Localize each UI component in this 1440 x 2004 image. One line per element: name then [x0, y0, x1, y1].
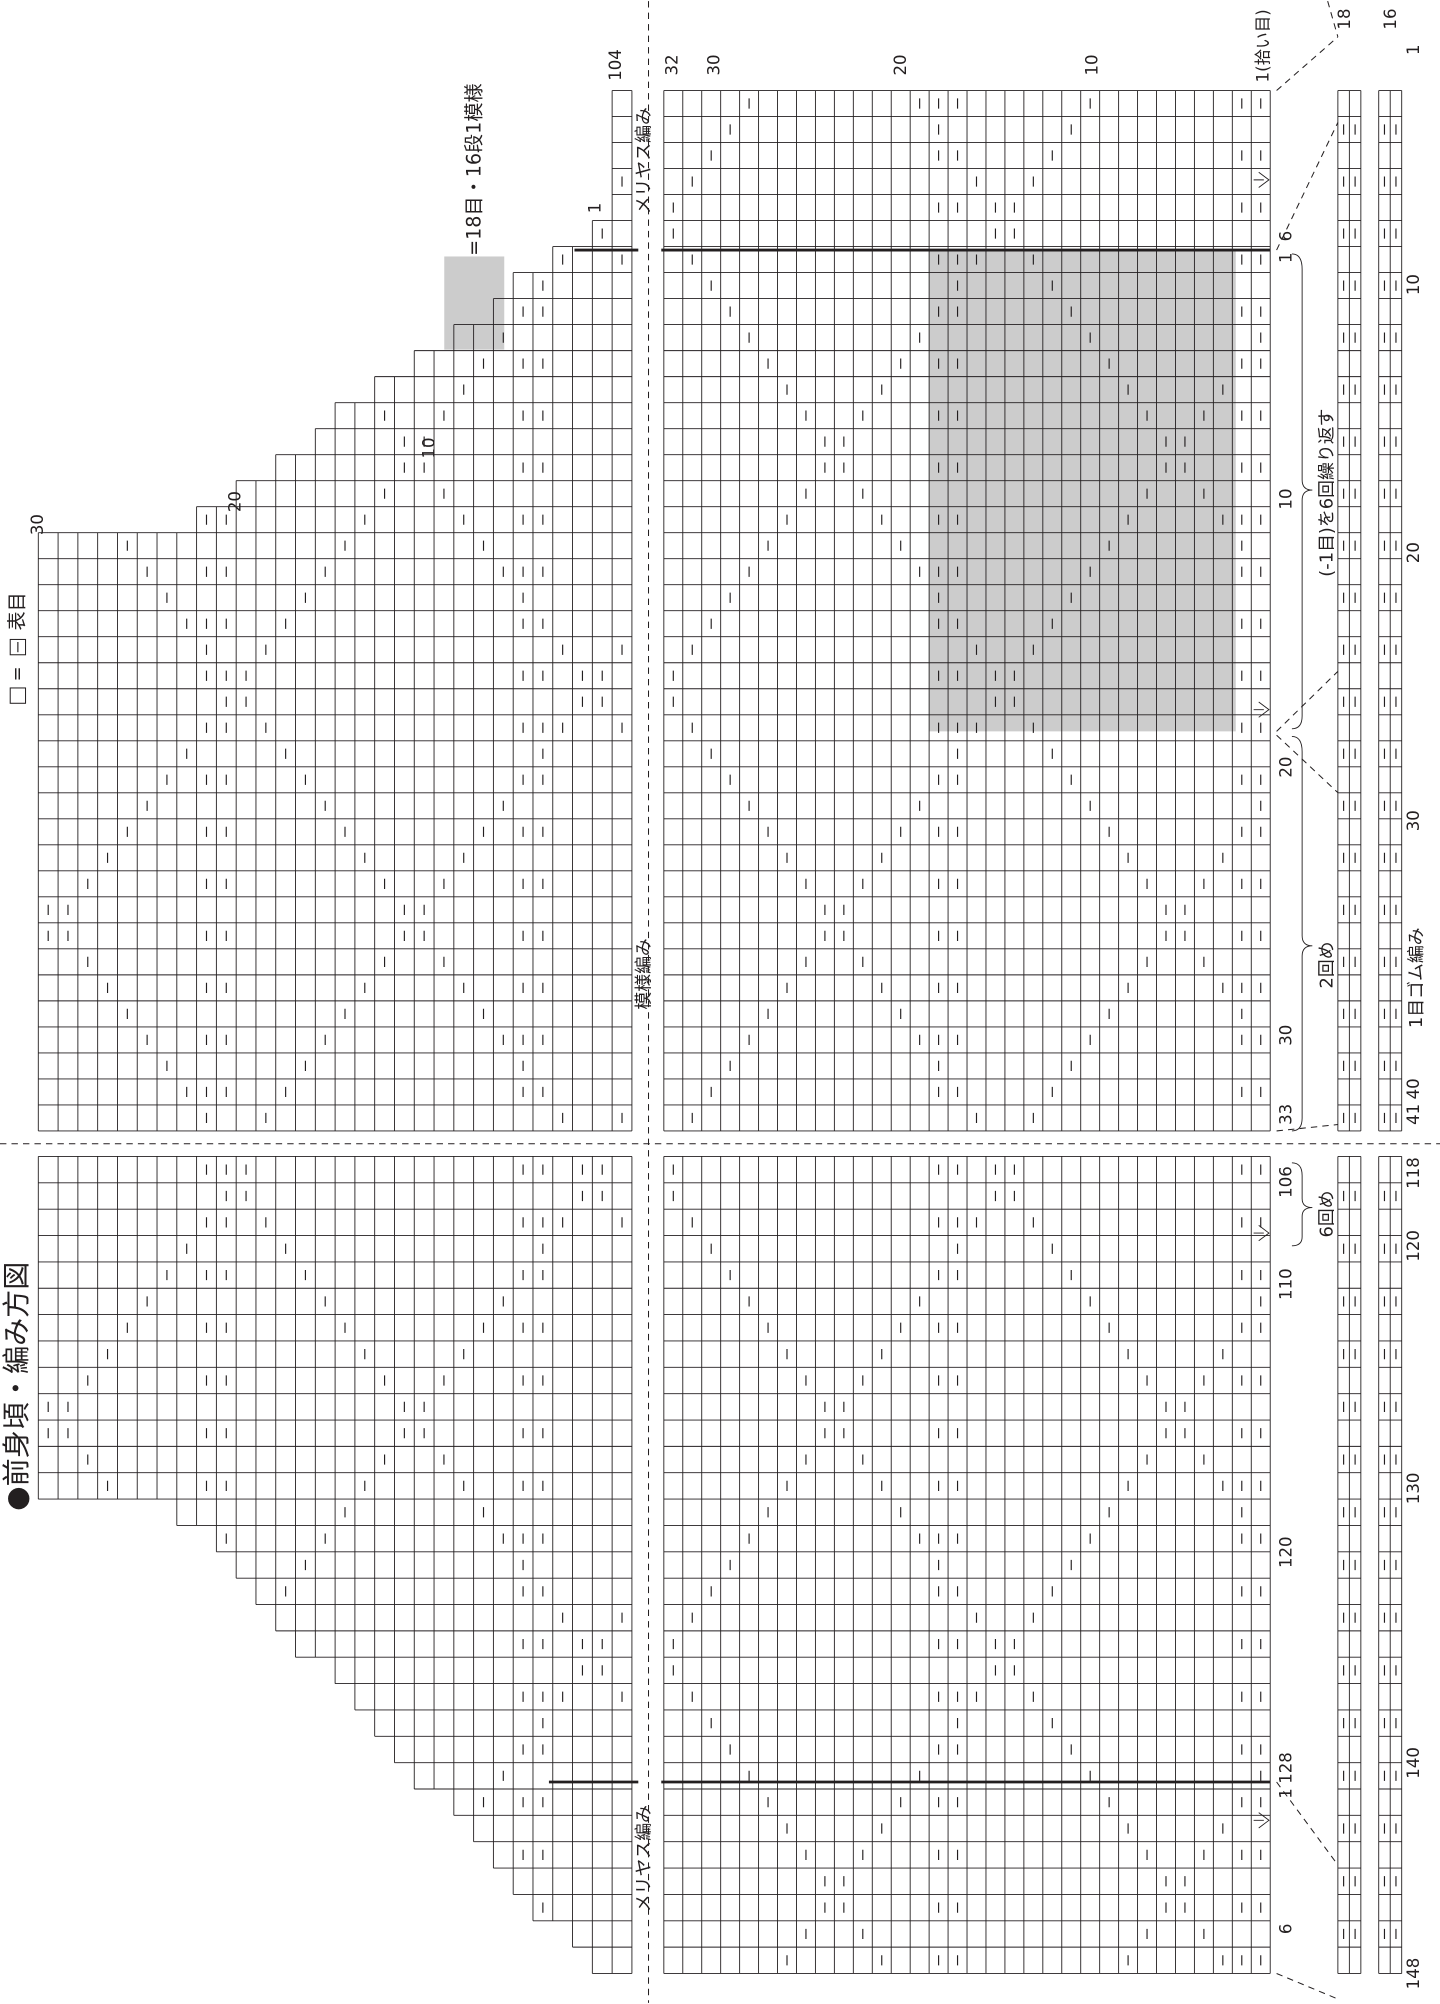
stitch-number: 106 — [1276, 1166, 1295, 1198]
stitch-number: 148 — [1404, 1958, 1423, 1990]
section-label: メリヤス編み — [634, 107, 655, 214]
stitch-number: 20 — [1404, 542, 1423, 563]
legend-swatch — [444, 256, 505, 350]
stitch-number: 6 — [1276, 1924, 1295, 1935]
title: ●前身頃・編み方図 — [0, 1262, 33, 1511]
row-number: 16 — [1381, 8, 1400, 29]
row-number: 10 — [1082, 54, 1101, 75]
section-label: メリヤス編み — [634, 1805, 655, 1912]
repeat-note: (-1目)を6回繰り返す — [1317, 409, 1338, 577]
stitch-number: 10 — [1404, 274, 1423, 295]
stitch-number: 10 — [1276, 488, 1295, 509]
legend-knit: 表目 — [5, 592, 28, 630]
decrease-symbols — [1253, 171, 1270, 1829]
stitch-number: 30 — [1404, 810, 1423, 831]
stitch-number: 120 — [1276, 1536, 1295, 1568]
row-number: 20 — [226, 491, 245, 512]
grid — [37, 90, 1403, 1974]
stitch-number: 118 — [1404, 1157, 1423, 1189]
repeat-note: 6回め — [1317, 1190, 1338, 1237]
row-number: 10 — [420, 437, 439, 458]
row-number: 18 — [1335, 8, 1354, 29]
section-lines — [548, 248, 1271, 1784]
row-number: 30 — [704, 54, 723, 75]
row-number: 20 — [891, 54, 910, 75]
repeat-braces — [1291, 253, 1313, 1247]
pattern-repeat-shade — [929, 250, 1236, 732]
row-number: 1 — [586, 203, 605, 214]
pickup-label: 1(拾い目) — [1253, 9, 1272, 82]
row-number: 30 — [28, 514, 47, 535]
stitch-number: 33 — [1276, 1104, 1295, 1125]
row-number: 104 — [606, 49, 625, 81]
purl-marks — [47, 98, 1397, 1966]
stitch-number: 120 — [1404, 1230, 1423, 1262]
stitch-number: 128 — [1276, 1752, 1295, 1784]
row-number: 32 — [662, 54, 681, 75]
stitch-number: 130 — [1404, 1473, 1423, 1505]
section-label: 模様編み — [634, 938, 655, 1009]
stitch-number: 1 — [1276, 252, 1295, 263]
stitch-number: 110 — [1276, 1268, 1295, 1300]
legend-equals: = — [7, 666, 28, 681]
repeat-note: 2回め — [1317, 941, 1338, 988]
section-label: 1目ゴム編み — [1406, 927, 1427, 1028]
stitch-number: 1 — [1276, 1788, 1295, 1799]
stitch-number: 41 — [1404, 1104, 1423, 1125]
legend-repeat: =18目・16段1模様 — [462, 83, 485, 256]
legend-box — [9, 687, 27, 704]
stitch-number: 140 — [1404, 1747, 1423, 1779]
stitch-number: 40 — [1404, 1078, 1423, 1099]
stitch-number: 6 — [1276, 231, 1295, 242]
stitch-number: 30 — [1276, 1025, 1295, 1046]
stitch-number: 1 — [1404, 44, 1423, 55]
stitch-number: 20 — [1276, 757, 1295, 778]
